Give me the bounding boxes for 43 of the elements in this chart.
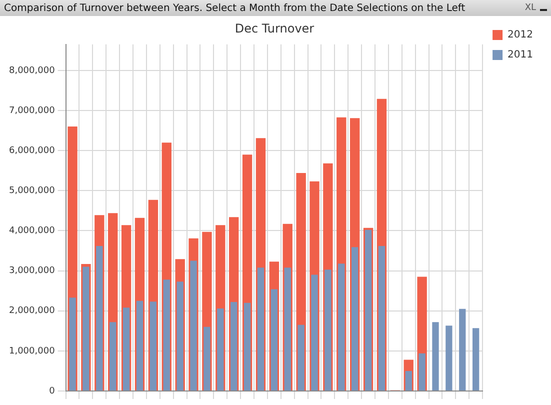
y-tick-label: 1,000,000 (8, 346, 56, 356)
bar (378, 246, 386, 390)
y-tick-label: 2,000,000 (8, 306, 56, 316)
bar (244, 302, 251, 390)
y-tick-label: 8,000,000 (8, 66, 56, 76)
bar (446, 326, 452, 390)
text: XL (524, 3, 536, 13)
bar (217, 308, 224, 390)
bar (270, 289, 278, 390)
y-tick-label: 3,000,000 (8, 266, 56, 276)
y-tick-label: 6,000,000 (8, 146, 56, 156)
legend-label: 2012 (508, 30, 534, 41)
bar (190, 260, 197, 390)
bar (136, 300, 144, 390)
bar (69, 298, 76, 390)
bar (472, 328, 480, 390)
chart-subtitle: Dec Turnover (234, 21, 314, 36)
bar (176, 282, 184, 390)
bar (298, 324, 304, 390)
y-tick-label: 5,000,000 (8, 186, 56, 196)
y-tick-label: 4,000,000 (8, 226, 56, 236)
bar (311, 274, 318, 390)
bar (352, 247, 358, 390)
bar (110, 322, 116, 390)
bar (459, 308, 466, 390)
bar (284, 268, 291, 390)
bar (418, 353, 426, 390)
bar (405, 370, 412, 390)
chart-title: Comparison of Turnover between Years. Select a Month from the Date Selections on the Left (4, 2, 466, 14)
bar (150, 302, 157, 390)
legend-label: 2011 (508, 50, 534, 61)
bar (122, 308, 130, 390)
bar (257, 268, 264, 390)
y-tick-label: 7,000,000 (8, 106, 56, 116)
bar (324, 270, 332, 390)
bar (230, 302, 238, 390)
bar (96, 246, 103, 390)
bar (82, 266, 90, 390)
bar (338, 264, 345, 390)
bar (204, 326, 210, 390)
bar (163, 280, 170, 390)
y-tick-label: 0 (49, 386, 56, 396)
bar (432, 322, 439, 390)
